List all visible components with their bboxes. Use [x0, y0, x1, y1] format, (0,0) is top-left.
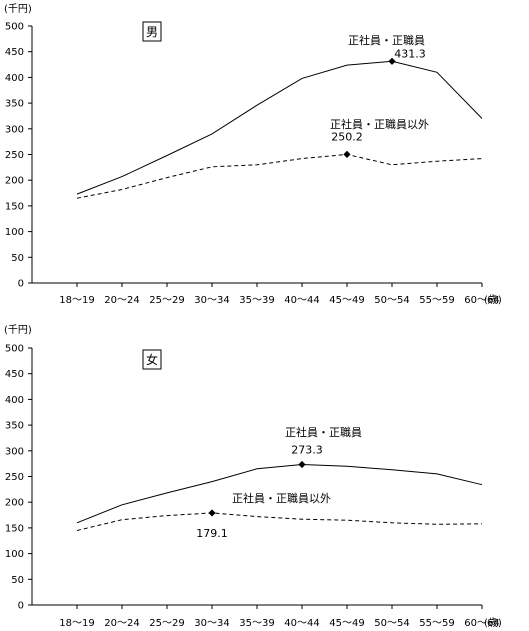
- y-tick-label: 350: [5, 99, 24, 110]
- x-tick-label: 60～64: [464, 295, 499, 306]
- y-tick-label: 350: [5, 421, 24, 432]
- chart-panel-male: 0 50 100 150 200 250 300 350 400 450 500 18～19 20～24…: [4, 3, 502, 306]
- x-tick-label: 25～29: [149, 618, 184, 629]
- x-tick-label: 45～49: [329, 295, 364, 306]
- y-tick-label: 100: [5, 227, 24, 238]
- y-tick-label: 150: [5, 523, 24, 534]
- y-tick-label: 150: [5, 201, 24, 212]
- x-tick-label: 45～49: [329, 618, 364, 629]
- y-unit-label: (千円): [4, 324, 32, 336]
- x-tick-label: 25～29: [149, 295, 184, 306]
- panel-label-box: [142, 21, 162, 42]
- x-tick-label: 20～24: [104, 618, 139, 629]
- x-tick-label: 20～24: [104, 295, 139, 306]
- data-label: 431.3: [394, 47, 426, 60]
- peak-marker: [208, 509, 216, 517]
- y-tick-label: 400: [5, 395, 24, 406]
- y-tick-label: 50: [11, 253, 24, 264]
- panel-label: 女: [146, 352, 158, 367]
- series-label: 正社員・正職員以外: [330, 117, 429, 131]
- series-line: [76, 153, 483, 199]
- x-tick-label: 30～34: [194, 295, 229, 306]
- y-tick-label: 200: [5, 176, 24, 187]
- series-label: 正社員・正職員以外: [232, 491, 331, 505]
- x-tick-label: 40～44: [284, 295, 319, 306]
- x-unit-label: (歳): [484, 294, 502, 306]
- panel-label: 男: [146, 25, 158, 39]
- y-tick-label: 450: [5, 47, 24, 58]
- data-label: 250.2: [331, 130, 363, 143]
- x-tick-label: 35～39: [239, 618, 274, 629]
- x-tick-label: 30～34: [194, 618, 229, 629]
- x-tick-label: 50～54: [374, 618, 409, 629]
- chart-panel-female: 0 50 100 150 200 250 300 350 400 450 500 18～19 20～24…: [4, 324, 502, 629]
- series-line: [76, 512, 483, 531]
- x-tick-label: 55～59: [419, 295, 454, 306]
- peak-marker: [388, 57, 396, 65]
- x-tick-label: 55～59: [419, 618, 454, 629]
- y-tick-label: 50: [11, 575, 24, 586]
- series-line: [76, 60, 483, 195]
- y-tick-label: 0: [18, 279, 24, 290]
- series-label: 正社員・正職員: [348, 33, 425, 47]
- x-tick-label: 18～19: [59, 295, 94, 306]
- y-unit-label: (千円): [4, 3, 32, 15]
- y-tick-label: 100: [5, 549, 24, 560]
- y-tick-label: 500: [5, 22, 24, 33]
- x-tick-label: 18～19: [59, 618, 94, 629]
- data-label: 273.3: [291, 444, 323, 457]
- series-line: [76, 463, 483, 524]
- x-tick-label: 60～64: [464, 618, 499, 629]
- y-tick-label: 250: [5, 472, 24, 483]
- data-label: 179.1: [196, 527, 228, 540]
- panel-label-box: [142, 349, 162, 370]
- x-tick-label: 50～54: [374, 295, 409, 306]
- x-tick-label: 35～39: [239, 295, 274, 306]
- y-tick-label: 400: [5, 73, 24, 84]
- y-tick-label: 0: [18, 601, 24, 612]
- series-label: 正社員・正職員: [285, 425, 362, 439]
- x-tick-label: 40～44: [284, 618, 319, 629]
- y-tick-label: 300: [5, 446, 24, 457]
- y-tick-label: 500: [5, 344, 24, 355]
- x-unit-label: (歳): [484, 617, 502, 629]
- peak-marker: [343, 150, 351, 158]
- y-tick-label: 250: [5, 150, 24, 161]
- peak-marker: [298, 460, 306, 469]
- y-tick-label: 300: [5, 124, 24, 135]
- y-tick-label: 450: [5, 369, 24, 380]
- y-tick-label: 200: [5, 498, 24, 509]
